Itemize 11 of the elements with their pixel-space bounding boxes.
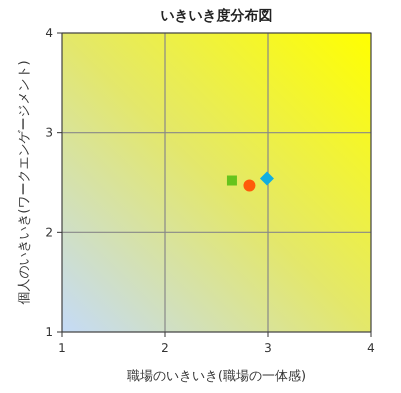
y-tick-label: 2 [45, 225, 53, 240]
y-tick-label: 1 [45, 325, 53, 339]
x-axis-title: 職場のいきいき(職場の一体感) [126, 369, 306, 384]
x-tick-label: 2 [161, 341, 169, 355]
x-tick-label: 3 [264, 341, 272, 355]
x-tick-label: 1 [58, 341, 66, 355]
chart-title: いきいき度分布図 [160, 7, 272, 24]
x-tick-label: 4 [367, 341, 375, 355]
y-tick-label: 3 [45, 126, 53, 140]
y-axis-title: 個人のいきいき(ワークエンゲージメント) [17, 60, 32, 305]
y-tick-label: 4 [45, 26, 53, 40]
